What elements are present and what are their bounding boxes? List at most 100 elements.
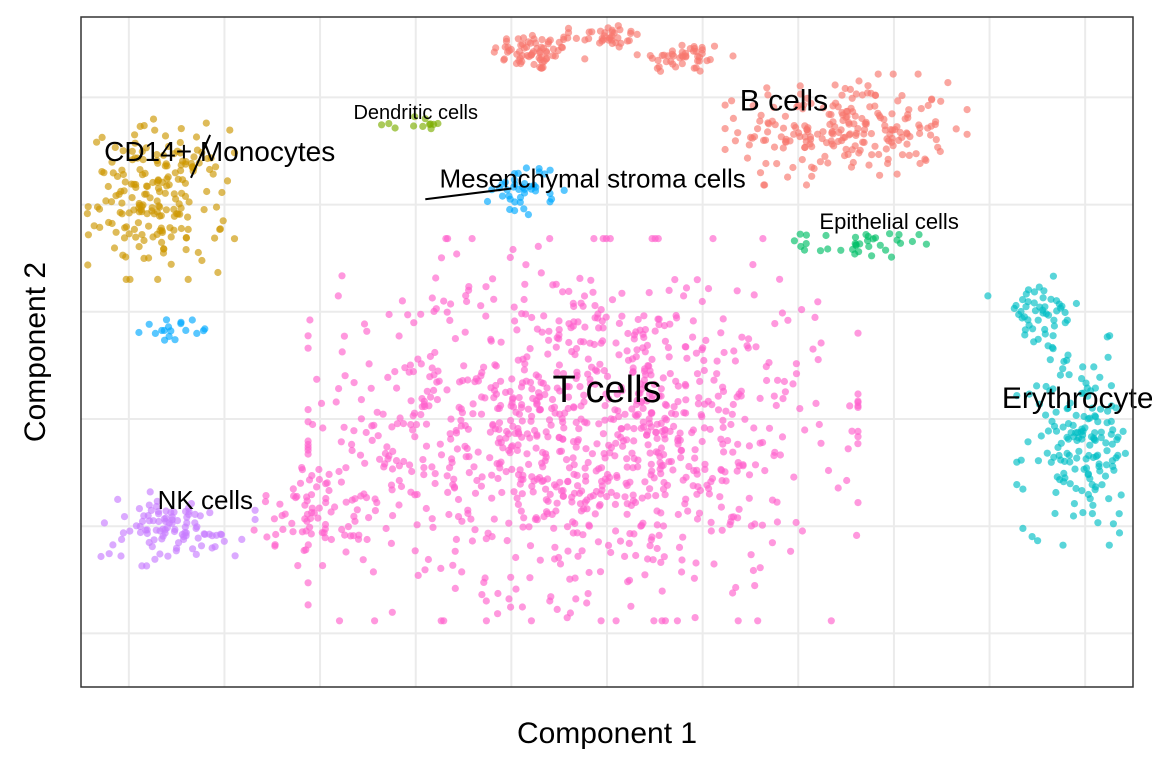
- data-point: [1084, 392, 1092, 400]
- data-point: [261, 498, 270, 506]
- data-point: [453, 445, 461, 453]
- data-point: [532, 371, 540, 379]
- data-point: [408, 467, 416, 476]
- data-point: [536, 405, 545, 414]
- data-point: [1105, 495, 1113, 503]
- data-point: [1015, 310, 1023, 319]
- data-point: [641, 381, 649, 389]
- data-point: [444, 235, 452, 243]
- data-point: [560, 186, 568, 194]
- data-point: [871, 142, 879, 150]
- data-point: [510, 303, 518, 311]
- data-point: [803, 126, 811, 134]
- data-point: [1049, 332, 1057, 340]
- data-point: [847, 163, 856, 171]
- data-point: [422, 420, 431, 428]
- data-point: [644, 555, 652, 563]
- data-point: [536, 556, 544, 564]
- data-point: [585, 568, 593, 577]
- data-point: [621, 552, 629, 561]
- cluster-label: T cells: [552, 369, 661, 411]
- data-point: [451, 335, 459, 343]
- data-point: [916, 124, 924, 132]
- data-point: [206, 509, 214, 517]
- data-point: [525, 460, 533, 468]
- data-point: [801, 426, 809, 434]
- data-point: [660, 431, 668, 439]
- data-point: [109, 541, 117, 549]
- data-point: [1056, 371, 1064, 379]
- data-point: [548, 510, 556, 518]
- data-point: [122, 275, 130, 283]
- data-point: [944, 79, 952, 87]
- data-point: [340, 332, 348, 340]
- data-point: [605, 395, 613, 403]
- data-point: [450, 483, 459, 491]
- data-point: [477, 302, 485, 310]
- data-point: [427, 393, 435, 401]
- data-point: [1084, 471, 1092, 479]
- data-point: [652, 492, 660, 500]
- data-point: [317, 399, 326, 407]
- data-point: [149, 233, 157, 241]
- data-point: [154, 184, 163, 192]
- data-point: [578, 547, 586, 555]
- data-point: [690, 43, 698, 51]
- data-point: [798, 156, 806, 164]
- data-point: [572, 443, 580, 451]
- data-point: [288, 519, 296, 528]
- data-point: [903, 129, 911, 137]
- data-point: [542, 428, 550, 436]
- data-point: [580, 292, 589, 300]
- data-point: [200, 206, 208, 214]
- data-point: [1080, 465, 1088, 473]
- data-point: [618, 289, 626, 297]
- data-point: [200, 530, 208, 538]
- data-point: [847, 104, 855, 112]
- data-point: [552, 343, 560, 351]
- data-point: [896, 239, 905, 247]
- data-point: [327, 508, 335, 516]
- data-point: [482, 535, 490, 543]
- data-point: [1063, 433, 1071, 441]
- data-point: [917, 105, 925, 113]
- data-point: [657, 385, 665, 393]
- data-point: [832, 99, 840, 107]
- data-point: [628, 355, 637, 363]
- data-point: [915, 231, 923, 239]
- data-point: [561, 409, 569, 417]
- data-point: [1021, 331, 1029, 339]
- data-point: [151, 126, 159, 134]
- data-point: [577, 507, 586, 515]
- data-point: [824, 466, 833, 475]
- data-point: [1034, 457, 1042, 465]
- data-point: [457, 416, 465, 424]
- data-point: [747, 551, 755, 559]
- data-point: [591, 366, 600, 374]
- data-point: [212, 163, 220, 171]
- data-point: [484, 529, 492, 537]
- data-point: [882, 145, 890, 153]
- data-point: [1049, 272, 1057, 280]
- data-point: [768, 539, 777, 547]
- data-point: [514, 441, 522, 449]
- data-point: [604, 541, 613, 550]
- data-point: [1060, 478, 1068, 486]
- data-point: [357, 415, 365, 423]
- data-point: [607, 548, 615, 557]
- data-point: [526, 542, 535, 550]
- data-point: [473, 476, 481, 485]
- data-point: [569, 529, 577, 537]
- data-point: [603, 493, 611, 501]
- data-point: [672, 63, 680, 71]
- data-point: [761, 136, 770, 144]
- data-point: [510, 488, 518, 496]
- data-point: [678, 60, 686, 68]
- data-point: [678, 556, 686, 564]
- data-point: [576, 383, 584, 391]
- data-point: [585, 521, 593, 529]
- data-point: [477, 410, 486, 418]
- data-point: [634, 410, 642, 418]
- data-point: [812, 399, 820, 407]
- data-point: [391, 368, 399, 376]
